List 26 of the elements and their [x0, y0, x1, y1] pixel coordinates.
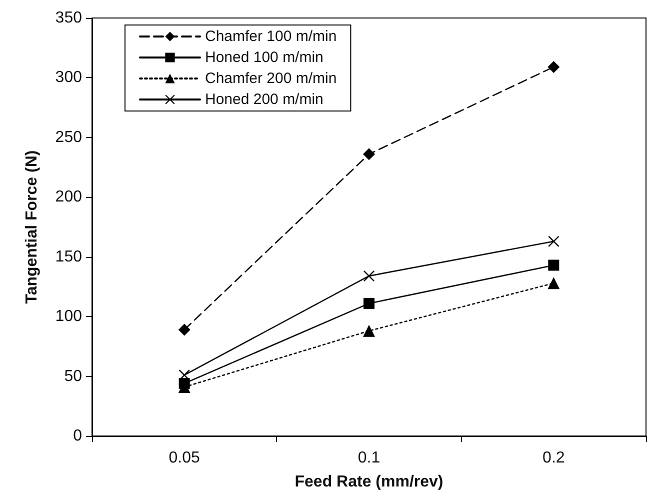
y-axis-title: Tangential Force (N): [24, 150, 40, 304]
point: [548, 236, 560, 247]
x-tick-label: 0.05: [168, 450, 200, 466]
legend-label: Chamfer 200 m/min: [205, 70, 337, 87]
x-axis-title: Feed Rate (mm/rev): [294, 474, 444, 490]
point: [363, 324, 375, 337]
point: [548, 260, 560, 271]
y-tick-label: 300: [55, 69, 82, 86]
legend-label: Chamfer 100 m/min: [205, 28, 337, 45]
point: [548, 277, 560, 290]
point: [548, 60, 560, 73]
y-tick-label: 0: [73, 428, 82, 444]
point: [178, 324, 190, 336]
point: [363, 148, 375, 160]
y-tick-label: 200: [55, 188, 82, 206]
y-tick-label: 50: [64, 368, 82, 385]
y-tick-label: 350: [55, 10, 82, 26]
legend-label: Honed 100 m/min: [205, 49, 324, 66]
point: [364, 298, 374, 309]
y-tick-label: 250: [55, 128, 82, 146]
legend-label: Honed 200 m/min: [205, 91, 324, 108]
x-tick-label: 0.2: [542, 450, 565, 466]
y-tick-label: 150: [55, 248, 82, 266]
point: [178, 370, 190, 381]
x-tick-label: 0.1: [358, 450, 380, 466]
y-tick-label: 100: [55, 308, 82, 326]
